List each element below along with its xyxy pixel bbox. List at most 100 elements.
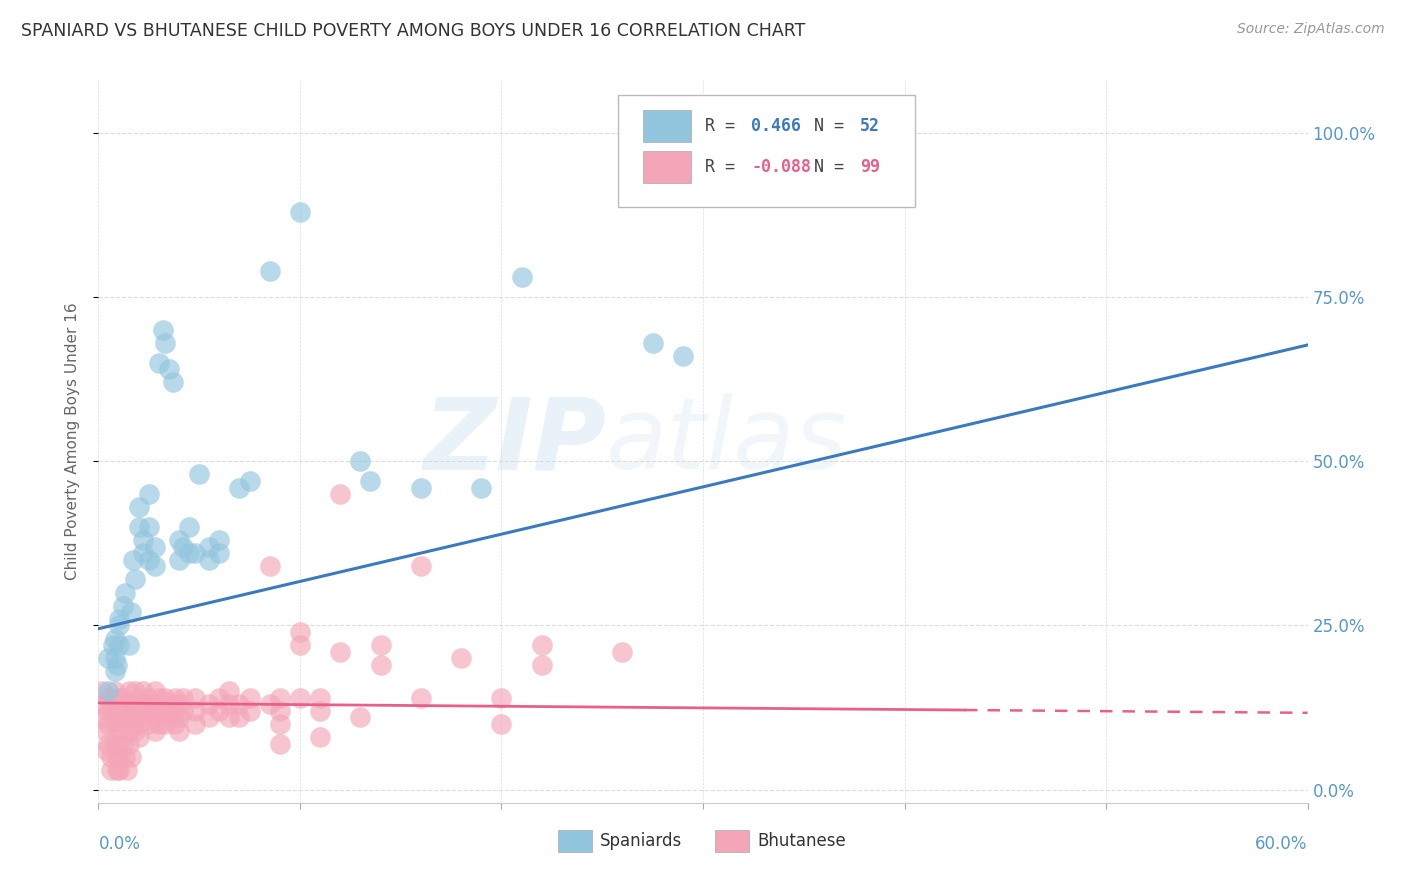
Point: [184, 717, 207, 731]
Point: [259, 698, 281, 712]
Point: [101, 638, 124, 652]
Point: [198, 553, 221, 567]
Point: [118, 710, 141, 724]
Point: [491, 717, 513, 731]
Point: [97, 704, 120, 718]
Point: [167, 533, 190, 547]
Point: [259, 559, 281, 574]
Point: [179, 520, 201, 534]
Point: [105, 657, 128, 672]
Point: [107, 638, 129, 652]
Point: [309, 730, 332, 744]
Point: [288, 204, 311, 219]
Point: [138, 717, 160, 731]
Point: [118, 684, 141, 698]
Point: [132, 546, 155, 560]
Point: [269, 737, 291, 751]
Text: N =: N =: [814, 117, 855, 135]
Point: [118, 698, 141, 712]
Point: [148, 356, 170, 370]
Point: [138, 690, 160, 705]
Point: [143, 698, 166, 712]
Point: [143, 723, 166, 738]
Point: [409, 559, 432, 574]
Point: [470, 481, 492, 495]
Point: [97, 690, 120, 705]
Point: [157, 362, 180, 376]
Text: N =: N =: [814, 158, 855, 176]
Point: [269, 717, 291, 731]
Point: [269, 690, 291, 705]
Point: [172, 704, 194, 718]
Point: [128, 717, 150, 731]
Point: [111, 599, 134, 613]
Point: [172, 540, 194, 554]
Point: [107, 763, 129, 777]
Point: [107, 737, 129, 751]
Point: [184, 704, 207, 718]
Point: [198, 710, 221, 724]
Y-axis label: Child Poverty Among Boys Under 16: Child Poverty Among Boys Under 16: [65, 302, 80, 581]
Point: [120, 749, 142, 764]
Point: [167, 698, 190, 712]
Point: [100, 763, 122, 777]
Point: [288, 625, 311, 640]
Point: [239, 474, 262, 488]
Point: [510, 270, 533, 285]
Point: [184, 546, 207, 560]
Point: [370, 657, 392, 672]
Point: [107, 723, 129, 738]
Point: [288, 690, 311, 705]
Point: [409, 481, 432, 495]
Point: [349, 454, 371, 468]
Point: [153, 704, 176, 718]
Text: R =: R =: [706, 117, 745, 135]
Point: [143, 559, 166, 574]
Text: 99: 99: [860, 158, 880, 176]
Point: [103, 684, 125, 698]
Point: [105, 763, 128, 777]
Point: [120, 605, 142, 619]
Point: [208, 546, 231, 560]
Point: [132, 684, 155, 698]
Point: [103, 737, 125, 751]
Point: [163, 717, 186, 731]
Point: [218, 684, 240, 698]
Point: [153, 717, 176, 731]
FancyBboxPatch shape: [643, 110, 690, 142]
Point: [97, 651, 120, 665]
Point: [163, 690, 186, 705]
Point: [103, 717, 125, 731]
Point: [138, 487, 160, 501]
FancyBboxPatch shape: [558, 830, 592, 852]
FancyBboxPatch shape: [643, 151, 690, 183]
Point: [138, 704, 160, 718]
Point: [172, 690, 194, 705]
FancyBboxPatch shape: [619, 95, 915, 207]
Point: [103, 704, 125, 718]
Point: [107, 749, 129, 764]
Point: [218, 710, 240, 724]
Point: [96, 723, 118, 738]
Point: [124, 723, 146, 738]
Point: [111, 690, 134, 705]
Point: [100, 749, 122, 764]
Point: [107, 704, 129, 718]
Point: [167, 710, 190, 724]
Point: [132, 698, 155, 712]
Point: [179, 546, 201, 560]
Point: [97, 717, 120, 731]
Point: [93, 698, 115, 712]
Text: 60.0%: 60.0%: [1256, 835, 1308, 854]
Point: [239, 690, 262, 705]
Point: [111, 704, 134, 718]
Point: [148, 704, 170, 718]
Point: [228, 698, 250, 712]
Point: [152, 323, 174, 337]
Text: Spaniards: Spaniards: [600, 832, 682, 850]
Point: [138, 520, 160, 534]
Point: [491, 690, 513, 705]
Point: [143, 540, 166, 554]
Point: [288, 638, 311, 652]
Point: [138, 553, 160, 567]
